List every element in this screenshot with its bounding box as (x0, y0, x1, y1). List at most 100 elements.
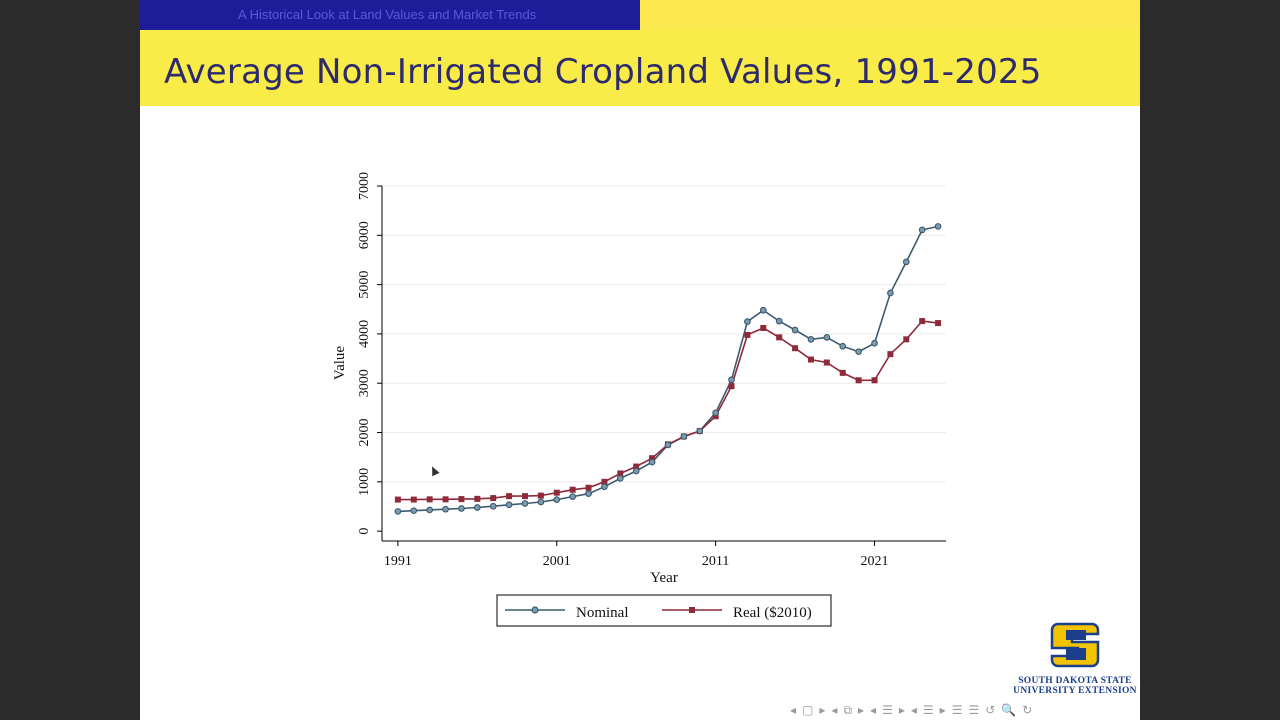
slide-title: Average Non-Irrigated Cropland Values, 1… (164, 52, 1042, 92)
nav-icon[interactable]: ◂ (831, 703, 838, 717)
nav-icon[interactable]: ▢ (802, 703, 814, 717)
x-ticks: 1991 2001 2011 2021 (384, 541, 889, 569)
data-point-nominal (537, 498, 545, 506)
logo-line-1: South Dakota State (1018, 676, 1132, 686)
data-point-real (887, 351, 894, 358)
nav-icon[interactable]: ◂ (910, 703, 917, 717)
series-line-nominal (397, 225, 939, 513)
data-point-nominal (680, 433, 688, 440)
data-point-nominal (839, 342, 847, 350)
nav-icon[interactable]: ▸ (819, 703, 826, 717)
data-point-nominal (871, 339, 878, 347)
data-point-nominal (934, 223, 942, 230)
nav-icon[interactable]: ▸ (939, 703, 946, 717)
data-point-nominal (902, 258, 910, 266)
axes (381, 186, 946, 542)
data-point-real (585, 484, 592, 491)
data-point-real (839, 369, 846, 376)
x-tick-label: 1991 (384, 554, 412, 569)
y-tick-label: 1000 (357, 468, 372, 496)
y-axis-label: Value (332, 346, 348, 380)
data-point-nominal (696, 427, 704, 435)
nav-icon[interactable]: ↺ (985, 703, 996, 717)
data-point-nominal (759, 306, 767, 314)
data-point-nominal (569, 493, 576, 500)
data-point-real (410, 496, 417, 503)
data-point-real (490, 495, 497, 502)
line-chart: 0 1000 2000 3000 4000 5000 6000 7000 1991 2001 20… (332, 172, 946, 627)
data-point-real (744, 331, 751, 338)
y-tick-label: 4000 (357, 320, 372, 348)
sdsu-logo (1050, 622, 1100, 668)
data-point-nominal (553, 496, 561, 503)
y-tick-label: 7000 (357, 172, 372, 200)
data-point-nominal (521, 500, 529, 507)
nav-icon[interactable]: ⧉ (843, 703, 853, 717)
data-point-nominal (775, 317, 783, 325)
data-point-real (506, 493, 513, 500)
beamer-navigation[interactable]: ◂ ▢ ▸ ◂ ⧉ ▸ ◂ ☰ ▸ ◂ ☰ ▸ ☰ ☰ ↺ 🔍 ↻ (790, 703, 1135, 719)
nav-icon[interactable]: ☰ (951, 703, 963, 717)
nav-icon[interactable]: ↻ (1022, 703, 1033, 717)
logo-line-2: University Extension (1013, 686, 1137, 696)
data-point-nominal (712, 409, 719, 417)
gridlines (382, 185, 946, 483)
y-ticks: 0 1000 2000 3000 4000 5000 6000 7000 (357, 172, 382, 535)
data-point-nominal (855, 348, 862, 356)
data-point-nominal (458, 505, 465, 512)
nav-icon[interactable]: ☰ (922, 703, 934, 717)
data-point-real (728, 383, 735, 390)
data-point-real (442, 496, 449, 503)
data-point-real (935, 320, 942, 327)
data-point-nominal (601, 483, 608, 491)
data-point-real (601, 478, 608, 485)
x-tick-label: 2021 (861, 554, 889, 569)
data-point-real (569, 486, 576, 493)
data-point-real (633, 463, 640, 470)
slide: A Historical Look at Land Values and Mar… (140, 0, 1140, 720)
data-point-nominal (728, 376, 735, 384)
data-point-nominal (918, 226, 926, 234)
data-point-nominal (505, 501, 513, 509)
data-point-nominal (791, 326, 799, 334)
data-point-real (474, 495, 481, 502)
legend-real-label: Real ($2010) (733, 605, 812, 621)
data-point-nominal (648, 458, 656, 466)
nav-icon[interactable]: ▸ (898, 703, 905, 717)
series-markers (394, 223, 942, 515)
nav-icon[interactable]: ☰ (882, 703, 893, 717)
y-tick-label: 0 (357, 528, 372, 535)
logo-text: South Dakota State University Extension (1010, 676, 1140, 696)
data-point-nominal (887, 289, 894, 297)
legend-nominal-label: Nominal (576, 605, 629, 621)
data-point-real (919, 318, 926, 325)
series-line-real (397, 320, 939, 501)
data-point-real (649, 455, 656, 462)
y-tick-label: 5000 (357, 271, 372, 299)
nav-icon[interactable]: 🔍 (1001, 703, 1017, 717)
data-point-nominal (664, 441, 672, 449)
legend-nominal-marker (531, 606, 539, 614)
data-point-real (712, 413, 719, 420)
data-point-nominal (823, 334, 831, 341)
data-point-real (903, 336, 910, 343)
data-point-real (760, 325, 767, 331)
data-point-nominal (410, 507, 418, 515)
x-axis-label: Year (650, 570, 678, 586)
data-point-real (871, 377, 878, 384)
nav-section-link[interactable]: A Historical Look at Land Values and Mar… (140, 0, 640, 30)
series-lines (397, 225, 939, 513)
data-point-real (823, 359, 830, 366)
data-point-nominal (426, 506, 434, 514)
data-point-real (458, 496, 465, 503)
nav-icon[interactable]: ◂ (790, 703, 797, 717)
data-point-nominal (442, 505, 449, 513)
nav-icon[interactable]: ◂ (870, 703, 877, 717)
data-point-real (855, 377, 862, 384)
data-point-real (426, 496, 433, 503)
nav-icon[interactable]: ▸ (858, 703, 865, 717)
nav-icon[interactable]: ☰ (968, 703, 980, 717)
data-point-real (553, 489, 560, 496)
data-point-real (394, 496, 401, 503)
x-tick-label: 2001 (543, 554, 571, 569)
